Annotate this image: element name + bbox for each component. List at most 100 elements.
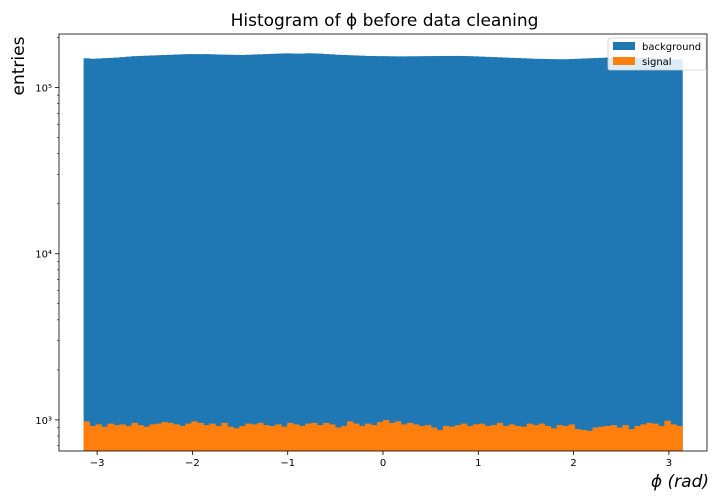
signal-bar <box>113 425 120 451</box>
background-bar <box>418 56 426 452</box>
background-bar <box>442 55 450 452</box>
background-bar <box>652 58 659 452</box>
signal-bar <box>622 425 629 451</box>
signal-bar <box>311 422 318 451</box>
legend-label-signal: signal <box>642 57 672 68</box>
background-bar <box>155 55 162 451</box>
signal-bar <box>628 429 635 451</box>
signal-bar <box>460 423 468 451</box>
background-bar <box>424 56 432 451</box>
background-bar <box>353 55 360 451</box>
background-bar <box>245 54 252 451</box>
background-bar <box>131 56 138 452</box>
background-bar <box>149 55 156 451</box>
background-bar <box>347 55 354 451</box>
background-bar <box>502 57 510 451</box>
signal-bar <box>418 425 426 451</box>
signal-bar <box>125 425 132 451</box>
background-bar <box>161 54 168 452</box>
signal-bar <box>245 423 252 451</box>
signal-bar <box>131 422 138 451</box>
signal-bar <box>173 424 180 451</box>
signal-bar <box>227 426 234 451</box>
signal-bar <box>137 425 144 451</box>
background-bar <box>281 53 288 452</box>
signal-bar <box>275 424 282 451</box>
signal-bar <box>89 425 96 451</box>
signal-bar <box>269 425 276 451</box>
signal-bar <box>406 422 414 451</box>
signal-bar <box>484 425 492 451</box>
signal-bar <box>514 425 522 451</box>
background-bar <box>406 56 414 451</box>
background-bar <box>299 53 306 451</box>
signal-bar <box>550 428 557 451</box>
background-bar <box>101 58 108 451</box>
signal-bar <box>454 425 462 451</box>
signal-bar <box>263 425 270 451</box>
background-bar <box>269 53 276 451</box>
signal-bar <box>472 424 480 451</box>
signal-bar <box>155 423 162 451</box>
background-bar <box>197 54 204 452</box>
background-bar <box>634 57 641 452</box>
signal-bar <box>107 423 114 451</box>
background-bar <box>568 59 575 451</box>
background-bar <box>484 56 492 451</box>
background-bar <box>323 54 330 451</box>
background-bar <box>365 55 372 452</box>
background-bar <box>371 56 378 451</box>
background-bar <box>574 58 581 452</box>
background-bar <box>622 57 629 452</box>
signal-bar <box>203 425 210 451</box>
background-bar <box>532 58 540 452</box>
signal-bar <box>598 426 605 451</box>
signal-bar <box>149 424 156 451</box>
legend-label-background: background <box>642 42 701 53</box>
signal-bar <box>221 422 228 451</box>
background-bar <box>646 58 653 451</box>
signal-bar <box>442 425 450 451</box>
signal-bar <box>293 424 300 451</box>
signal-bar <box>287 422 294 451</box>
background-bar <box>329 54 336 452</box>
signal-bar <box>508 424 516 451</box>
signal-bar <box>95 424 102 451</box>
background-bar <box>466 56 474 452</box>
signal-bar <box>466 425 474 451</box>
background-bar <box>287 53 294 452</box>
signal-bar <box>424 425 432 451</box>
background-bar <box>592 58 599 451</box>
signal-bar <box>347 421 354 451</box>
background-bar <box>335 54 342 451</box>
background-bar <box>257 54 264 452</box>
signal-bar <box>161 422 168 451</box>
signal-bar <box>592 427 599 451</box>
signal-bar <box>388 422 396 451</box>
background-bar <box>460 56 468 451</box>
signal-bar <box>191 421 198 451</box>
signal-bar <box>430 427 438 451</box>
background-bar <box>191 54 198 451</box>
background-bar <box>556 59 563 451</box>
background-bar <box>430 56 438 452</box>
background-bar <box>562 59 569 451</box>
signal-bar <box>197 422 204 451</box>
background-bar <box>125 56 132 452</box>
signal-bar <box>233 428 240 451</box>
background-bar <box>293 53 300 451</box>
signal-bar <box>101 426 108 451</box>
signal-bar <box>412 424 420 451</box>
signal-bar <box>83 421 90 451</box>
background-bar <box>209 54 216 452</box>
background-bar <box>472 56 480 451</box>
signal-bar <box>400 424 408 451</box>
background-bar <box>311 53 318 452</box>
legend-swatch-signal <box>613 57 635 65</box>
signal-bar <box>251 424 258 451</box>
background-bar <box>586 58 593 451</box>
signal-bar <box>610 425 617 451</box>
signal-bar <box>640 424 647 451</box>
background-bar <box>436 56 444 451</box>
